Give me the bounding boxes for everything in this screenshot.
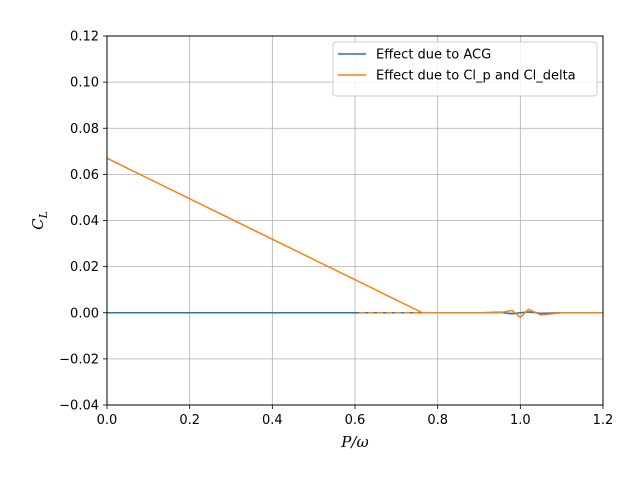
legend-label: Effect due to ACG — [376, 48, 491, 63]
series-group — [106, 157, 603, 319]
legend-label: Effect due to Cl_p and Cl_delta — [376, 69, 576, 84]
y-tick-label: 0.00 — [70, 306, 99, 321]
legend: Effect due to ACG Effect due to Cl_p and … — [332, 41, 598, 97]
x-tick-label: 0.4 — [262, 413, 283, 428]
y-tick-label: −0.04 — [59, 399, 99, 414]
y-tick-label: 0.06 — [70, 168, 99, 183]
y-tick-label: 0.10 — [70, 76, 99, 91]
x-tick-label: 0.2 — [179, 413, 200, 428]
y-tick-label: 0.02 — [70, 260, 99, 275]
x-axis-label: P/ω — [340, 433, 368, 451]
y-axis-label: CL — [29, 211, 50, 230]
x-tick-label: 0.0 — [97, 413, 118, 428]
y-tick-label: −0.02 — [59, 352, 99, 367]
legend-box — [332, 41, 598, 97]
y-axis-label-subscript: L — [37, 211, 50, 219]
x-tick-label: 0.8 — [427, 413, 448, 428]
y-tick-label: 0.08 — [70, 122, 99, 137]
axis-labels: P/ω CL — [29, 211, 369, 451]
x-tick-label: 0.6 — [345, 413, 366, 428]
y-tick-label: 0.12 — [70, 30, 99, 45]
x-tick-label: 1.0 — [510, 413, 531, 428]
x-tick-label: 1.2 — [593, 413, 614, 428]
y-tick-label: 0.04 — [70, 214, 99, 229]
ticks: 0.0 0.2 0.4 0.6 0.8 1.0 1.2 −0.04 −0.02 0.00 0.02 0… — [59, 30, 613, 429]
y-axis-label-main: C — [29, 218, 47, 230]
series-line-1 — [106, 157, 603, 319]
